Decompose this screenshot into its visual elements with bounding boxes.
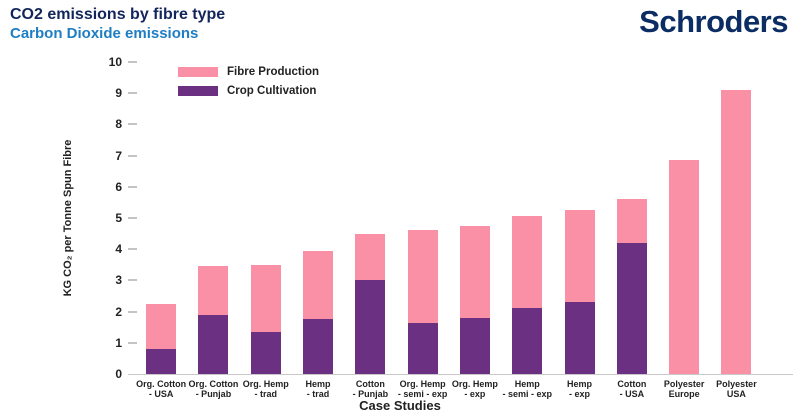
x-tick-label: Org. Cotton - Punjab: [188, 379, 239, 399]
bar-segment-fibre-production: [669, 160, 700, 374]
x-axis-title: Case Studies: [359, 398, 441, 413]
y-tick-mark: [128, 61, 137, 63]
y-tick-label: 4: [115, 242, 122, 257]
x-tick-label: Hemp - semi - exp: [502, 379, 553, 399]
x-tick-label: Org. Hemp - exp: [451, 379, 498, 399]
legend-item-fibre-production: Fibre Production: [178, 66, 319, 78]
x-tick-label: Hemp - trad: [305, 379, 331, 399]
bar-segment-fibre-production: [564, 210, 595, 303]
bar-segment-fibre-production: [355, 233, 386, 281]
bar-segment-fibre-production: [146, 303, 177, 350]
bar-segment-crop-cultivation: [512, 308, 543, 374]
bar-segment-crop-cultivation: [616, 242, 647, 374]
bar-segment-crop-cultivation: [146, 349, 177, 374]
y-tick-label: 6: [115, 179, 122, 194]
y-tick-mark: [128, 123, 137, 126]
bar-segment-crop-cultivation: [407, 322, 438, 374]
x-tick-label: Org. Cotton - USA: [136, 379, 187, 399]
y-tick-mark: [128, 92, 137, 95]
bar-segment-fibre-production: [616, 199, 647, 243]
x-tick-label: Cotton - Punjab: [352, 379, 389, 399]
bar-segment-fibre-production: [198, 266, 229, 315]
x-tick-label: Hemp - exp: [567, 379, 593, 399]
y-tick-label: 3: [115, 273, 122, 288]
legend-label: Fibre Production: [227, 66, 319, 78]
legend-item-crop-cultivation: Crop Cultivation: [178, 85, 319, 97]
bar-segment-fibre-production: [459, 225, 490, 318]
chart-subtitle: Carbon Dioxide emissions: [10, 25, 199, 42]
y-tick-mark: [128, 279, 137, 282]
y-tick-label: 10: [108, 55, 122, 69]
bar-segment-fibre-production: [303, 250, 334, 320]
bar-segment-crop-cultivation: [198, 314, 229, 374]
bar-segment-crop-cultivation: [250, 331, 281, 374]
y-tick-label: 5: [115, 211, 122, 225]
legend-label: Crop Cultivation: [227, 85, 317, 97]
y-tick-mark: [128, 217, 137, 219]
y-tick-label: 0: [115, 367, 122, 381]
x-tick-label: Polyester USA: [716, 379, 757, 399]
bar-segment-fibre-production: [512, 216, 543, 309]
y-tick-label: 8: [115, 117, 122, 132]
bar-segment-crop-cultivation: [303, 319, 334, 374]
schroders-logo: Schroders: [639, 4, 788, 39]
bar-segment-fibre-production: [721, 90, 752, 374]
x-tick-label: Cotton - USA: [617, 379, 647, 399]
bar-segment-fibre-production: [407, 230, 438, 323]
legend-swatch-fibre-production: [178, 67, 218, 77]
bar-segment-fibre-production: [250, 264, 281, 332]
y-tick-mark: [128, 154, 137, 157]
y-tick-mark: [128, 310, 137, 313]
x-tick-label: Polyester Europe: [663, 379, 705, 399]
chart-title: CO2 emissions by fibre type: [10, 6, 226, 23]
y-tick-mark: [128, 341, 137, 344]
x-tick-label: Org. Hemp - trad: [242, 379, 289, 399]
x-tick-label: Org. Hemp - semi - exp: [397, 379, 448, 399]
bar-segment-crop-cultivation: [459, 317, 490, 374]
y-tick-mark: [128, 248, 137, 251]
y-tick-label: 1: [115, 335, 122, 350]
y-tick-label: 9: [115, 86, 122, 101]
legend: Fibre Production Crop Cultivation: [178, 66, 319, 104]
x-axis-line: [128, 374, 793, 375]
bar-segment-crop-cultivation: [564, 302, 595, 374]
legend-swatch-crop-cultivation: [178, 86, 218, 96]
y-tick-label: 7: [115, 148, 122, 163]
y-tick-mark: [128, 185, 137, 188]
y-axis-title: KG CO₂ per Tonne Spun Fibre: [62, 139, 74, 297]
y-tick-label: 2: [115, 304, 122, 319]
bar-segment-crop-cultivation: [355, 280, 386, 374]
